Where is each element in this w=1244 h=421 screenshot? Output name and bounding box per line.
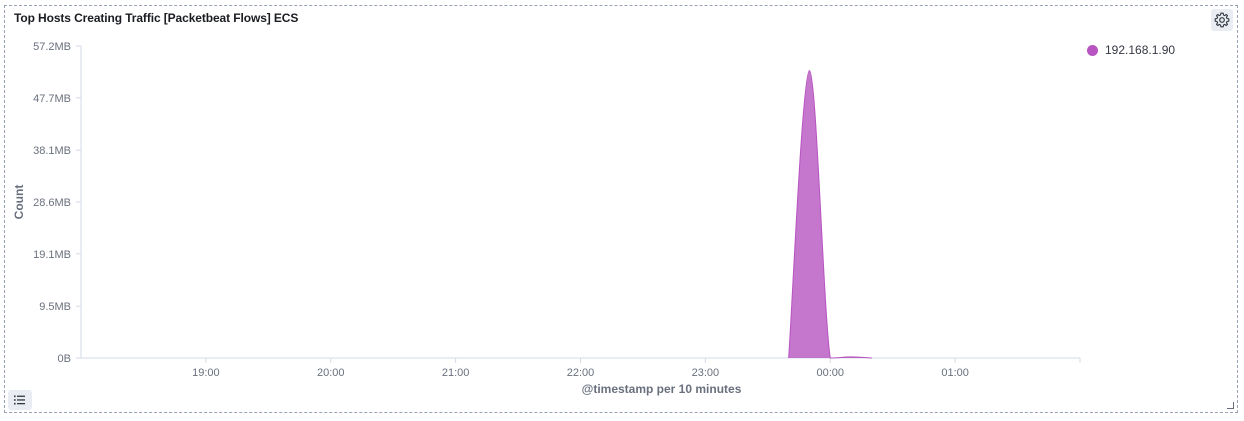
- x-tick-label: 00:00: [816, 367, 844, 379]
- y-tick-label: 0B: [58, 353, 71, 365]
- x-tick-label: 01:00: [941, 367, 969, 379]
- visualization-panel: Top Hosts Creating Traffic [Packetbeat F…: [4, 5, 1238, 413]
- x-tick-label: 23:00: [692, 367, 720, 379]
- legend-color-dot: [1087, 44, 1098, 56]
- resize-handle[interactable]: [1227, 402, 1234, 409]
- series-line: [788, 70, 872, 359]
- legend-item-series[interactable]: 192.168.1.90: [1087, 43, 1175, 57]
- legend-toggle-button[interactable]: [8, 390, 32, 410]
- x-axis-title: @timestamp per 10 minutes: [582, 382, 742, 396]
- list-icon: [14, 395, 25, 405]
- y-tick-label: 9.5MB: [39, 301, 71, 313]
- y-tick-label: 28.6MB: [33, 197, 71, 209]
- x-tick-label: 19:00: [192, 367, 220, 379]
- y-axis-title: Count: [12, 185, 26, 220]
- y-tick-label: 19.1MB: [33, 249, 71, 261]
- y-tick-label: 38.1MB: [33, 145, 71, 157]
- x-tick-label: 22:00: [567, 367, 595, 379]
- gear-icon: [1214, 12, 1230, 28]
- legend-label: 192.168.1.90: [1105, 43, 1176, 57]
- panel-options-button[interactable]: [1211, 9, 1233, 31]
- x-tick-label: 20:00: [317, 367, 345, 379]
- panel-title: Top Hosts Creating Traffic [Packetbeat F…: [14, 11, 299, 25]
- y-tick-label: 57.2MB: [33, 41, 71, 53]
- series-area: [788, 70, 872, 358]
- y-tick-label: 47.7MB: [33, 93, 71, 105]
- x-tick-label: 21:00: [442, 367, 470, 379]
